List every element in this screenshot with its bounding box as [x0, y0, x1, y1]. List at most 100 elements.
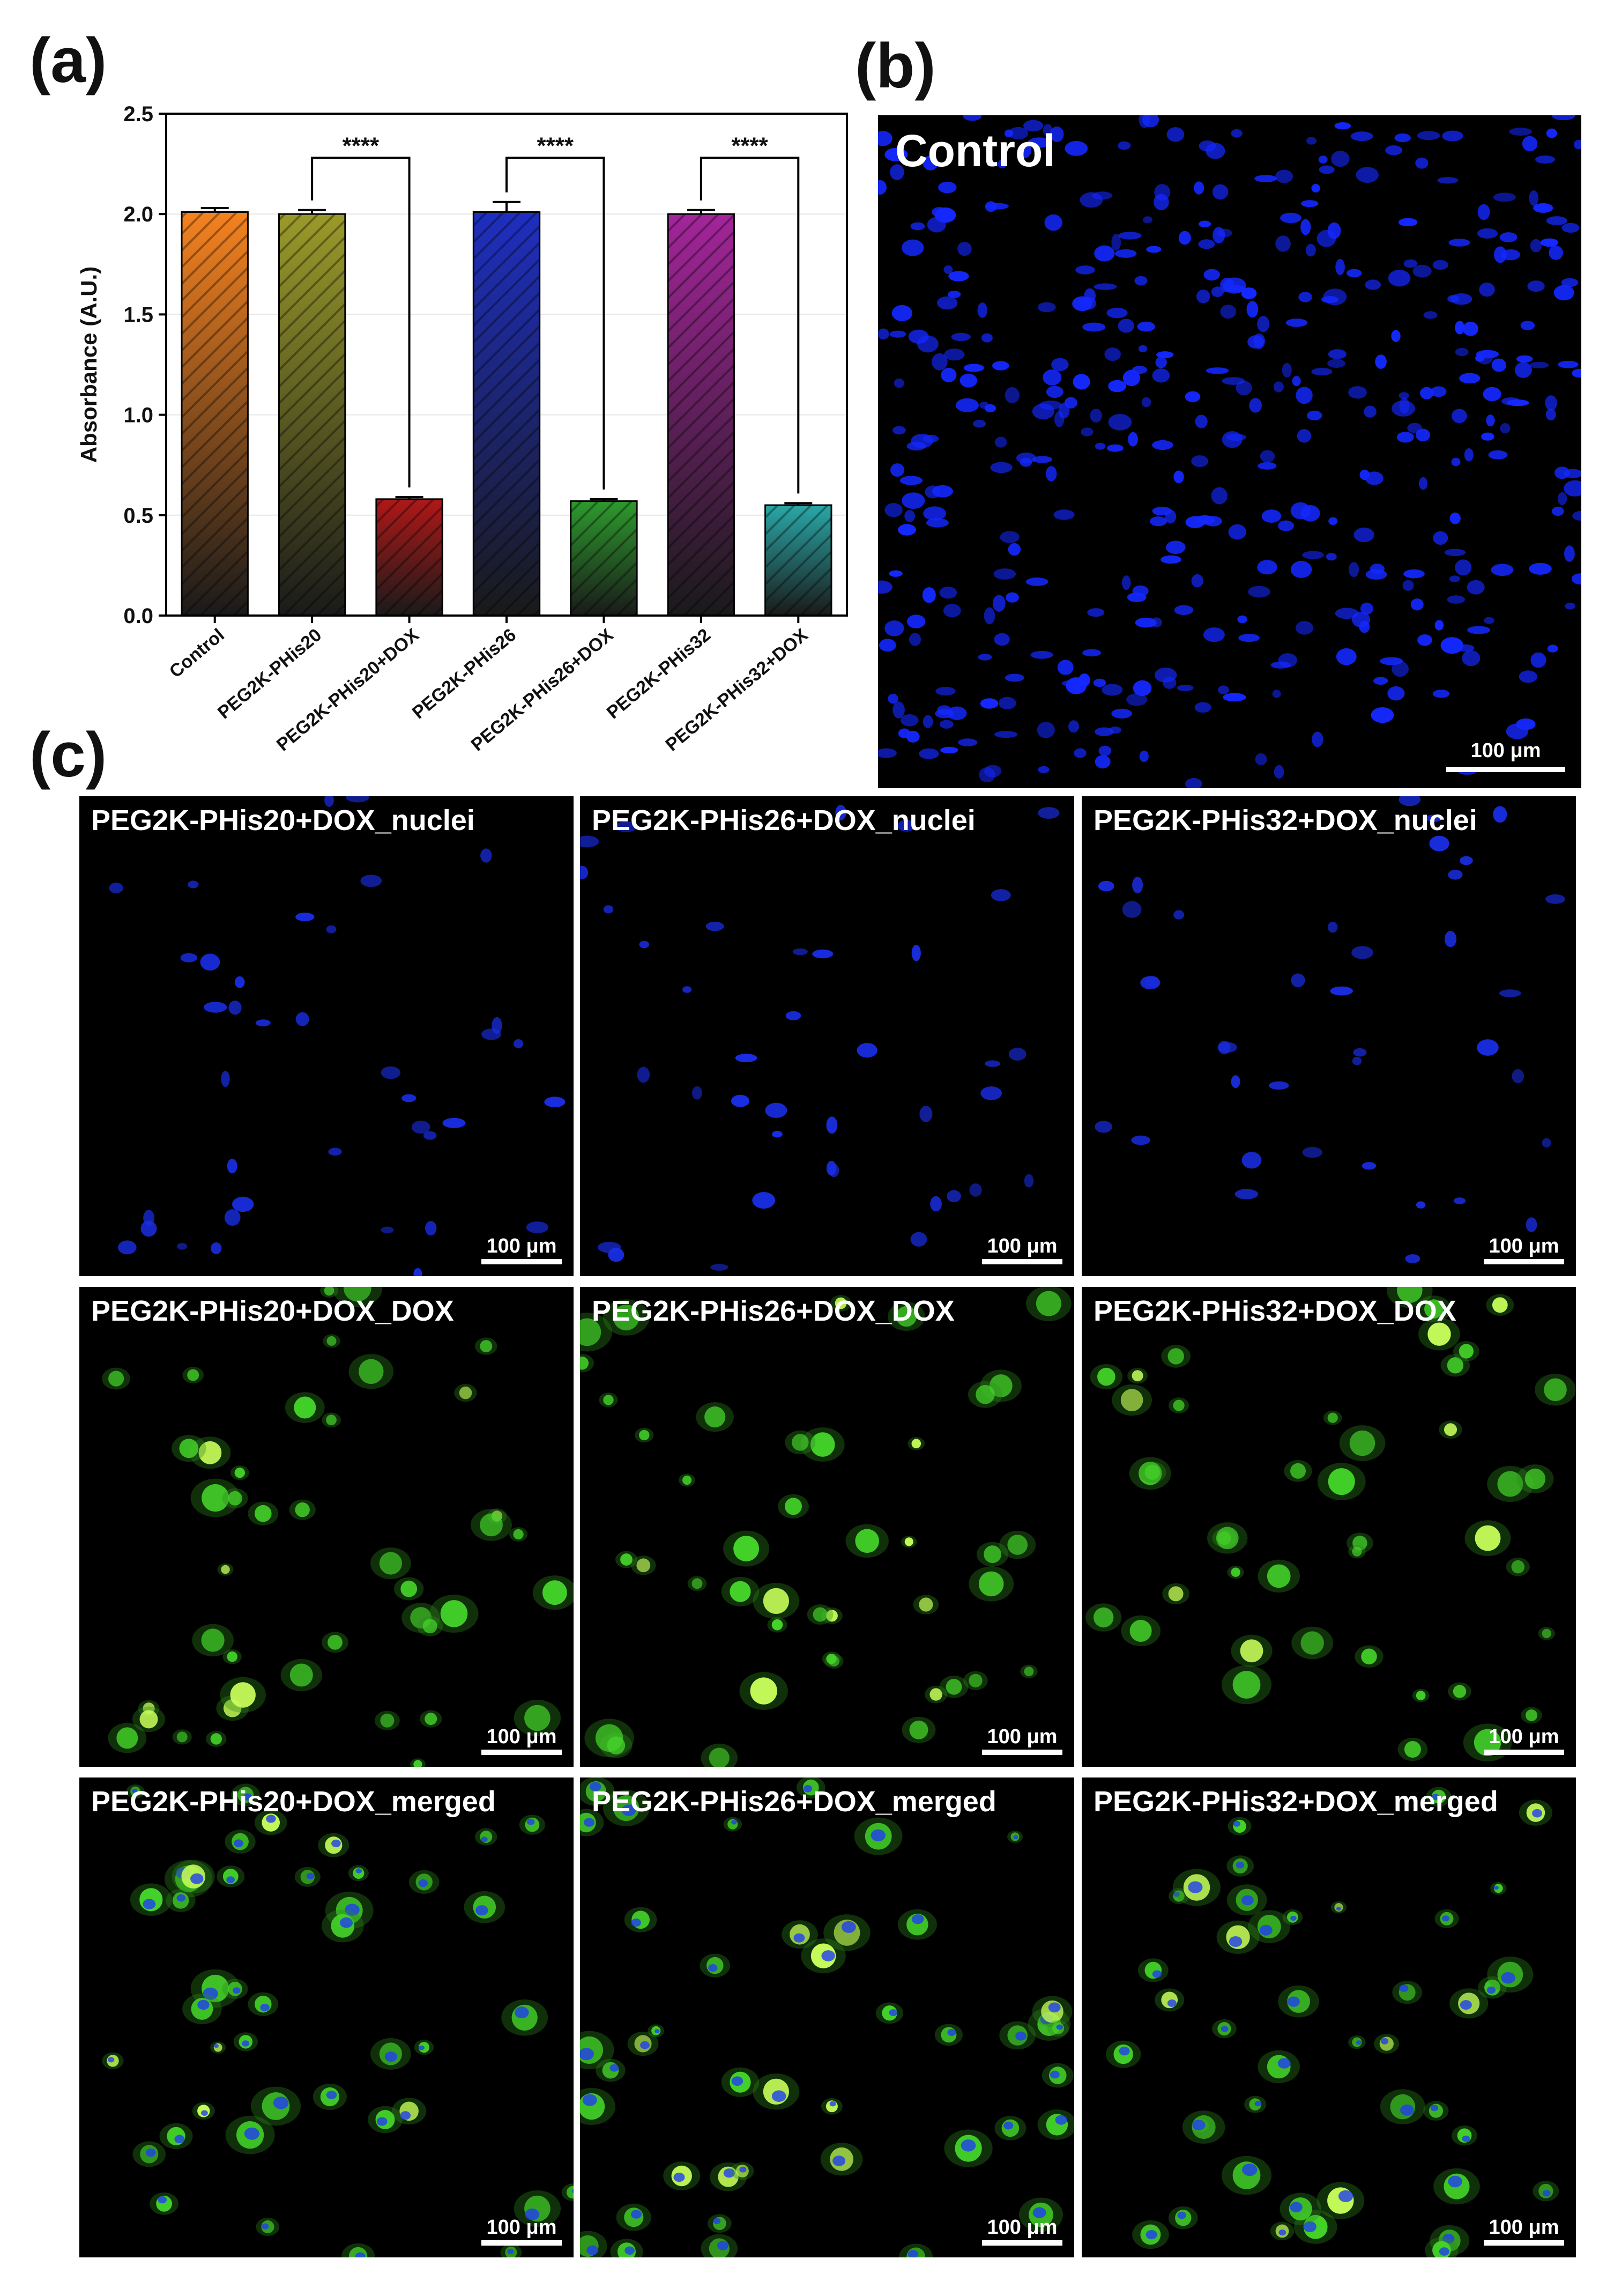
nucleus — [713, 2218, 721, 2224]
cell — [909, 1720, 928, 1739]
nucleus — [937, 296, 958, 310]
scale-bar — [982, 2240, 1062, 2246]
panel-label-c: (c) — [29, 720, 107, 790]
nucleus — [1380, 2038, 1389, 2045]
nucleus — [140, 1220, 157, 1237]
nucleus — [1442, 2234, 1455, 2244]
nucleus — [1527, 280, 1545, 292]
nucleus — [1336, 648, 1357, 665]
nucleus — [1003, 2121, 1014, 2130]
y-tick-label: 0.0 — [123, 604, 153, 628]
nucleus — [710, 1264, 728, 1271]
cell — [835, 1297, 847, 1309]
nucleus — [425, 1221, 437, 1236]
cell — [328, 1635, 343, 1650]
nucleus — [1217, 228, 1232, 238]
nucleus — [1108, 380, 1126, 392]
nucleus — [1447, 595, 1466, 604]
nucleus — [1220, 305, 1237, 319]
nucleus — [1300, 219, 1311, 235]
nucleus — [630, 2210, 642, 2219]
nucleus — [1514, 362, 1532, 378]
nucleus — [1448, 239, 1470, 247]
scale-bar-label: 100 μm — [486, 1725, 557, 1748]
nucleus — [1106, 444, 1124, 452]
bar-hatch — [765, 505, 831, 616]
cell — [1492, 1297, 1508, 1313]
cell — [1094, 1607, 1114, 1628]
nucleus — [963, 115, 982, 121]
nucleus — [233, 1987, 241, 1994]
nucleus — [1118, 141, 1131, 150]
cell — [139, 1710, 158, 1729]
nucleus — [1027, 137, 1051, 148]
scale-bar-label: 100 μm — [987, 1725, 1058, 1748]
nucleus — [1331, 151, 1350, 167]
nucleus — [1275, 169, 1293, 183]
nucleus — [324, 796, 334, 807]
nucleus — [1188, 1881, 1203, 1893]
cell — [1168, 1586, 1184, 1602]
nucleus — [1546, 216, 1567, 225]
nucleus — [1118, 319, 1134, 333]
nucleus — [969, 1183, 982, 1197]
nucleus — [1434, 620, 1444, 631]
nucleus — [1462, 2135, 1470, 2142]
nucleus — [910, 222, 925, 231]
x-tick-label: PEG2K-PHis32 — [603, 625, 715, 723]
nucleus — [1319, 165, 1335, 174]
nucleus — [1226, 433, 1246, 441]
nucleus — [340, 1917, 353, 1928]
cell — [379, 1552, 403, 1575]
nucleus — [984, 404, 996, 412]
nucleus — [889, 570, 903, 577]
nucleus — [1486, 414, 1495, 427]
nucleus — [1444, 931, 1457, 947]
cell — [1132, 1370, 1143, 1382]
nucleus — [1056, 2024, 1063, 2030]
cell — [1173, 1399, 1185, 1411]
scale-bar — [982, 1750, 1062, 1755]
nucleus — [1008, 543, 1021, 556]
nucleus — [1416, 1201, 1426, 1209]
nucleus — [1530, 239, 1542, 253]
nucleus — [295, 1012, 309, 1026]
nucleus — [1191, 455, 1209, 468]
nucleus — [935, 686, 956, 696]
nucleus — [906, 441, 926, 451]
scale-bar-label: 100 μm — [1489, 1235, 1559, 1257]
nucleus — [481, 1836, 488, 1842]
nucleus — [255, 1019, 271, 1027]
nucleus — [898, 728, 911, 738]
cell — [459, 1386, 472, 1399]
nucleus — [1453, 1197, 1466, 1204]
nucleus — [1057, 660, 1074, 675]
nucleus — [1272, 690, 1281, 698]
nucleus — [919, 748, 939, 759]
plot-frame — [165, 113, 848, 617]
micrograph-title: PEG2K-PHis26+DOX_nuclei — [592, 804, 976, 836]
nucleus — [826, 1116, 838, 1134]
nucleus — [1459, 373, 1481, 384]
micrograph-image — [580, 1287, 1072, 1767]
nucleus — [1442, 130, 1463, 142]
nucleus — [1259, 1924, 1273, 1936]
cell — [750, 1677, 777, 1705]
nucleus — [580, 865, 589, 879]
nucleus — [1146, 2230, 1157, 2240]
y-axis-label: Absorbance (A.U.) — [76, 266, 101, 463]
nucleus — [1122, 575, 1131, 590]
nucleus — [902, 239, 924, 256]
nucleus — [1486, 1986, 1496, 1994]
nucleus — [1173, 910, 1185, 920]
nucleus — [637, 1066, 650, 1083]
cell — [911, 1439, 921, 1449]
nucleus — [411, 1120, 430, 1134]
nucleus — [990, 462, 1013, 473]
nucleus — [1449, 512, 1461, 524]
nucleus — [1246, 301, 1259, 318]
nucleus — [923, 506, 946, 521]
cell — [542, 1580, 567, 1605]
nucleus — [1362, 1162, 1377, 1170]
nucleus — [1493, 1885, 1499, 1890]
